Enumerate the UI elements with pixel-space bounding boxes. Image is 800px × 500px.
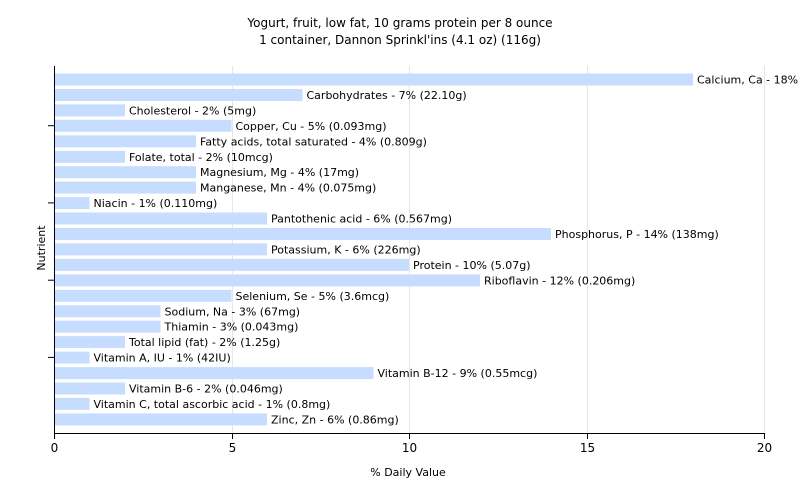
bar: [55, 135, 196, 148]
bar-label: Vitamin B-12 - 9% (0.55mcg): [378, 367, 538, 380]
bar: [55, 104, 125, 117]
bar-label: Total lipid (fat) - 2% (1.25g): [128, 336, 280, 349]
bar: [55, 73, 693, 86]
bar-label: Phosphorus, P - 14% (138mg): [555, 228, 719, 241]
bar: [55, 197, 90, 210]
bar: [55, 289, 232, 302]
x-axis-title: % Daily Value: [370, 466, 446, 479]
bar-label: Selenium, Se - 5% (3.6mcg): [236, 290, 390, 303]
x-tick-label: 20: [757, 441, 772, 455]
bar: [55, 320, 161, 333]
bar: [55, 243, 267, 256]
bar: [55, 274, 480, 287]
bar-label: Copper, Cu - 5% (0.093mg): [236, 120, 387, 133]
axes-group: 0 5 10 15 20: [48, 66, 772, 455]
bar-label: Pantothenic acid - 6% (0.567mg): [271, 213, 452, 226]
bar-label: Thiamin - 3% (0.043mg): [164, 321, 299, 334]
bar-label: Calcium, Ca - 18% (176mg): [697, 74, 800, 87]
bar: [55, 181, 196, 194]
bar-label: Vitamin C, total ascorbic acid - 1% (0.8…: [94, 398, 331, 411]
bar: [55, 382, 125, 395]
x-tick-label: 5: [229, 441, 237, 455]
bar-label: Fatty acids, total saturated - 4% (0.809…: [200, 135, 427, 148]
x-tick-label: 0: [51, 441, 59, 455]
bar-label: Folate, total - 2% (10mcg): [129, 151, 273, 164]
chart-title-line-2: 1 container, Dannon Sprinkl'ins (4.1 oz)…: [259, 33, 541, 47]
bar: [55, 336, 125, 349]
bar-label: Riboflavin - 12% (0.206mg): [484, 274, 635, 287]
bar: [55, 212, 267, 225]
bar-label: Zinc, Zn - 6% (0.86mg): [271, 413, 399, 426]
bar: [55, 89, 303, 101]
bar-label: Vitamin B-6 - 2% (0.046mg): [129, 383, 283, 396]
bar: [55, 119, 232, 132]
bar-label: Magnesium, Mg - 4% (17mg): [200, 166, 359, 179]
chart-title-line-1: Yogurt, fruit, low fat, 10 grams protein…: [246, 16, 552, 30]
bar: [55, 413, 267, 426]
bar-label: Carbohydrates - 7% (22.10g): [307, 89, 467, 102]
x-tick-label: 15: [580, 441, 595, 455]
bar-label: Cholesterol - 2% (5mg): [129, 104, 256, 117]
bar: [55, 150, 125, 163]
y-axis-title: Nutrient: [35, 225, 48, 271]
bars-group: Calcium, Ca - 18% (176mg) Carbohydrates -…: [55, 73, 800, 426]
bar-label: Sodium, Na - 3% (67mg): [165, 305, 301, 318]
bar: [55, 305, 161, 318]
bar-label: Niacin - 1% (0.110mg): [94, 197, 218, 210]
bar: [55, 258, 409, 271]
bar: [55, 397, 90, 410]
bar: [55, 228, 551, 240]
bar-label: Vitamin A, IU - 1% (42IU): [94, 352, 231, 365]
x-tick-label: 10: [402, 441, 417, 455]
bar: [55, 367, 374, 380]
bar-label: Protein - 10% (5.07g): [413, 259, 531, 272]
bar-label: Manganese, Mn - 4% (0.075mg): [200, 182, 376, 195]
bar-label: Potassium, K - 6% (226mg): [271, 243, 421, 256]
bar: [55, 351, 90, 364]
bar: [55, 166, 196, 179]
